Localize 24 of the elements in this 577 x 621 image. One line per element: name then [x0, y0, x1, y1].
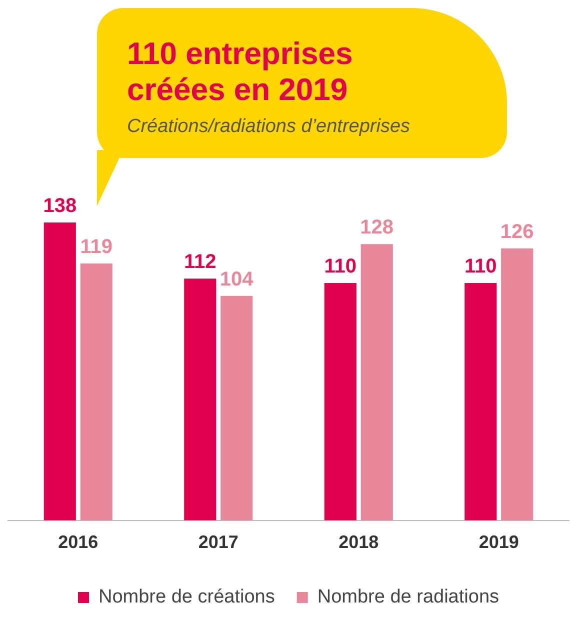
- data-label: 138: [43, 195, 77, 218]
- data-label: 112: [184, 251, 216, 274]
- x-tick-label: 2016: [58, 532, 98, 552]
- data-label: 119: [80, 236, 112, 258]
- data-label: 128: [360, 216, 394, 239]
- chart-subtitle: Créations/radiations d’entreprises: [127, 115, 412, 139]
- bar: [44, 222, 76, 520]
- bar: [464, 282, 497, 520]
- x-tick-label: 2018: [338, 532, 379, 552]
- data-label: 126: [500, 220, 534, 243]
- legend-label: Nombre de radiations: [317, 586, 500, 608]
- data-label: 110: [464, 255, 497, 278]
- x-tick-label: 2019: [478, 532, 519, 552]
- bar: [324, 282, 356, 520]
- data-label: 104: [220, 268, 254, 290]
- bar: [220, 296, 253, 520]
- bar: [184, 278, 216, 520]
- bar: [80, 264, 112, 520]
- x-tick-label: 2017: [198, 532, 238, 552]
- chart-title: 110 entreprises créées en 2019: [127, 36, 354, 108]
- data-label: 110: [324, 255, 357, 278]
- bar: [501, 248, 534, 520]
- bar: [360, 244, 393, 520]
- legend-label: Nombre de créations: [98, 586, 275, 608]
